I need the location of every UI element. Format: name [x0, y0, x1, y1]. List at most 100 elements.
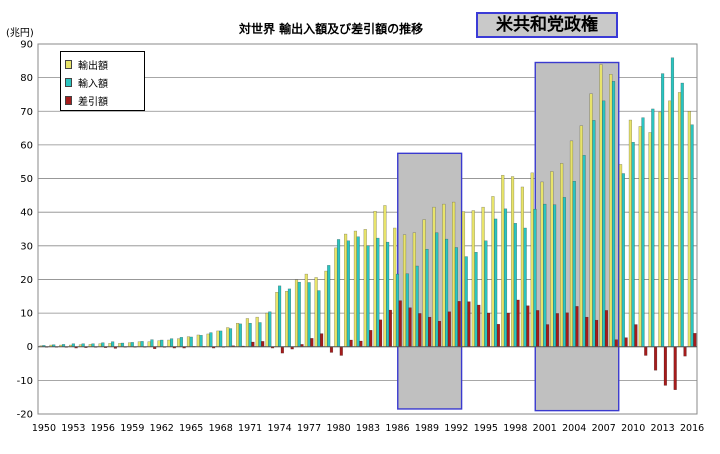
y-tick-label: 10	[20, 309, 33, 320]
bar-balance	[506, 312, 510, 347]
bar-export	[530, 172, 534, 347]
bar-import	[356, 236, 360, 347]
bar-import	[680, 82, 684, 347]
bar-import	[209, 332, 213, 347]
bar-export	[255, 316, 259, 347]
bar-balance	[359, 340, 363, 347]
bar-balance	[310, 338, 314, 347]
legend-swatch-import	[65, 77, 72, 87]
bar-export	[619, 164, 623, 347]
x-tick-label: 2007	[592, 423, 616, 434]
bar-export	[373, 210, 377, 347]
bar-export	[668, 100, 672, 347]
bar-export	[481, 206, 485, 347]
bar-balance	[280, 346, 284, 354]
bar-import	[228, 328, 233, 347]
y-tick-label: 50	[20, 174, 33, 185]
bar-balance	[457, 301, 461, 347]
bar-import	[386, 241, 390, 347]
y-tick-label: -10	[17, 376, 33, 387]
bar-export	[137, 341, 141, 347]
bar-balance	[624, 337, 628, 347]
bar-export	[677, 92, 682, 347]
bar-export	[579, 125, 583, 347]
bar-import	[621, 173, 625, 347]
bar-import	[503, 208, 508, 347]
bar-balance	[663, 346, 667, 386]
bar-import	[631, 142, 635, 347]
bar-import	[435, 232, 439, 347]
bar-balance	[516, 299, 520, 347]
bar-import	[474, 252, 478, 347]
bar-import	[444, 238, 449, 347]
bar-balance	[693, 333, 697, 347]
bar-import	[415, 265, 419, 347]
bar-export	[177, 338, 181, 347]
bar-import	[160, 339, 164, 347]
bar-balance	[565, 312, 569, 347]
bar-import	[425, 248, 429, 347]
bar-import	[140, 341, 144, 347]
bar-export	[628, 119, 632, 347]
x-tick-label: 1962	[150, 423, 174, 434]
bar-export	[501, 174, 505, 347]
bar-import	[376, 237, 380, 347]
bar-import	[199, 335, 203, 347]
bar-balance	[614, 339, 618, 347]
bar-balance	[428, 316, 432, 347]
bar-import	[513, 223, 517, 347]
x-tick-label: 1986	[385, 423, 409, 434]
bar-export	[442, 203, 446, 347]
bar-export	[108, 343, 112, 347]
bar-balance	[634, 324, 638, 347]
x-tick-label: 1950	[32, 423, 56, 434]
bar-balance	[329, 346, 334, 353]
bar-export	[285, 291, 289, 347]
legend-label-export: 輸出額	[78, 60, 108, 72]
bar-balance	[369, 330, 373, 347]
bar-export	[206, 333, 210, 347]
bar-import	[366, 245, 370, 347]
bar-import	[346, 240, 350, 347]
x-tick-label: 1995	[474, 423, 498, 434]
y-tick-label: 30	[20, 241, 33, 252]
bar-export	[324, 270, 328, 347]
highlight-range-2	[534, 61, 620, 412]
bar-import	[690, 124, 694, 347]
bar-import	[651, 108, 655, 347]
bar-balance	[545, 324, 550, 347]
bar-export	[304, 273, 308, 347]
bar-balance	[467, 301, 471, 347]
bar-export	[245, 318, 249, 347]
x-tick-label: 2004	[562, 423, 586, 434]
bar-balance	[487, 312, 491, 347]
bar-import	[150, 339, 154, 347]
bar-balance	[604, 310, 609, 347]
chart-title: 対世界 輸出入額及び差引額の推移	[239, 22, 424, 36]
bar-import	[307, 282, 311, 347]
bar-import	[258, 322, 262, 347]
bar-export	[344, 233, 348, 347]
bar-balance	[447, 311, 451, 347]
bar-balance	[477, 304, 481, 347]
bar-export	[599, 64, 603, 347]
bar-balance	[388, 309, 392, 347]
bar-export	[412, 232, 416, 347]
bar-import	[661, 73, 665, 347]
bar-export	[638, 126, 642, 347]
bar-import	[130, 342, 134, 347]
bar-balance	[339, 346, 343, 356]
chart-legend: 輸出額 輸入額 差引額	[60, 51, 145, 111]
bar-import	[179, 337, 183, 347]
bar-import	[582, 155, 586, 347]
bar-balance	[251, 341, 255, 347]
legend-label-balance: 差引額	[78, 96, 108, 108]
bar-import	[533, 208, 537, 347]
bar-import	[592, 120, 596, 347]
bar-balance	[261, 341, 265, 347]
bar-export	[236, 322, 240, 347]
x-tick-label: 1974	[268, 423, 292, 434]
x-tick-label: 1980	[326, 423, 350, 434]
bar-import	[111, 341, 115, 347]
bar-balance	[536, 310, 540, 347]
